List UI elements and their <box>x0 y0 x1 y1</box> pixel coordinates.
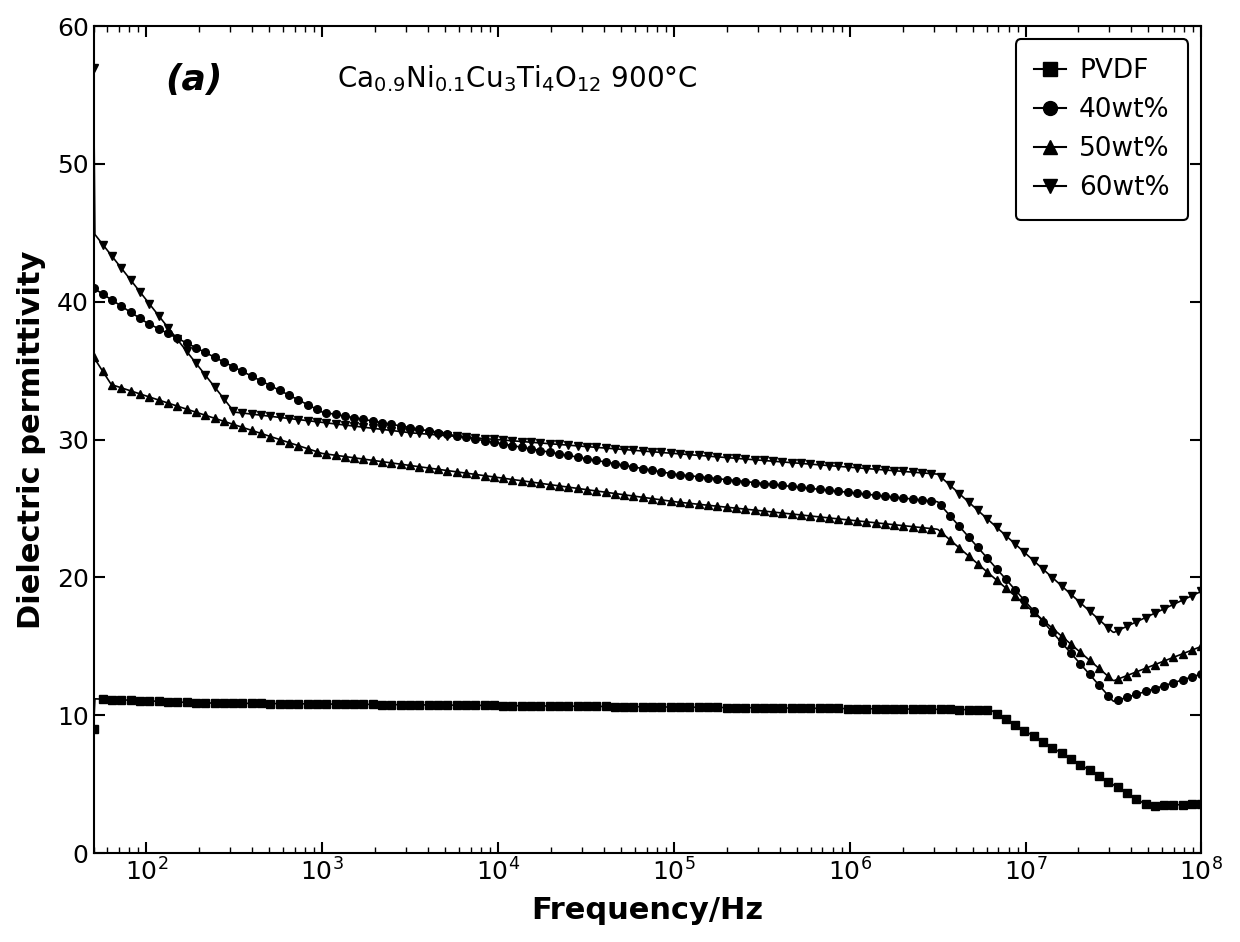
40wt% <box>849 488 864 499</box>
PVDF <box>709 702 724 713</box>
PVDF <box>859 703 874 714</box>
60wt% <box>86 62 100 73</box>
40wt% <box>1110 694 1125 706</box>
60wt% <box>1194 586 1209 597</box>
40wt% <box>961 531 976 543</box>
60wt% <box>1110 625 1125 637</box>
Line: PVDF: PVDF <box>89 695 1205 810</box>
60wt% <box>384 425 399 436</box>
50wt% <box>849 515 864 527</box>
PVDF <box>95 693 110 705</box>
50wt% <box>701 499 715 511</box>
60wt% <box>319 417 334 429</box>
Line: 60wt%: 60wt% <box>89 64 1205 635</box>
Line: 40wt%: 40wt% <box>89 284 1205 704</box>
60wt% <box>1166 599 1180 610</box>
50wt% <box>384 457 399 468</box>
PVDF <box>971 704 986 715</box>
60wt% <box>849 463 864 474</box>
PVDF <box>86 723 100 735</box>
40wt% <box>319 407 334 418</box>
Line: 50wt%: 50wt% <box>89 353 1205 683</box>
Legend: PVDF, 40wt%, 50wt%, 60wt%: PVDF, 40wt%, 50wt%, 60wt% <box>1016 40 1188 219</box>
40wt% <box>1194 668 1209 679</box>
Text: (a): (a) <box>165 63 223 97</box>
60wt% <box>701 450 715 462</box>
60wt% <box>961 496 976 508</box>
PVDF <box>1194 798 1209 809</box>
50wt% <box>961 550 976 561</box>
PVDF <box>1147 801 1162 812</box>
40wt% <box>86 283 100 294</box>
50wt% <box>319 448 334 460</box>
40wt% <box>1166 677 1180 689</box>
40wt% <box>384 418 399 430</box>
40wt% <box>701 472 715 483</box>
PVDF <box>329 698 343 709</box>
PVDF <box>1176 799 1190 810</box>
50wt% <box>1110 674 1125 685</box>
X-axis label: Frequency/Hz: Frequency/Hz <box>532 897 764 925</box>
Text: Ca$_{0.9}$Ni$_{0.1}$Cu$_3$Ti$_4$O$_{12}$ 900°C: Ca$_{0.9}$Ni$_{0.1}$Cu$_3$Ti$_4$O$_{12}$… <box>337 63 698 94</box>
Y-axis label: Dielectric permittivity: Dielectric permittivity <box>16 251 46 629</box>
PVDF <box>393 699 408 710</box>
50wt% <box>86 351 100 363</box>
50wt% <box>1166 652 1180 663</box>
50wt% <box>1194 641 1209 652</box>
